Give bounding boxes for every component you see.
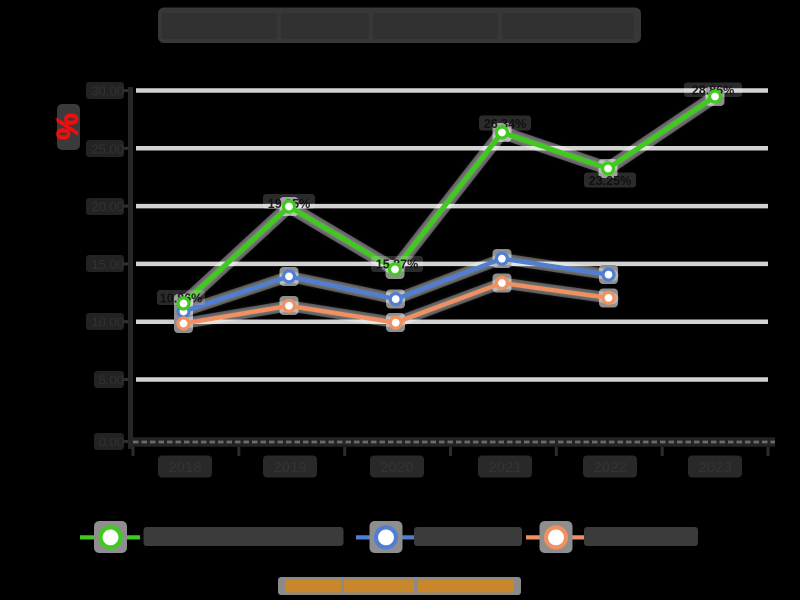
svg-text:2023: 2023 [698,459,731,476]
svg-text:2021: 2021 [488,459,521,476]
svg-text:2020: 2020 [380,459,413,476]
svg-text:%: % [51,113,84,140]
svg-text:15.00: 15.00 [91,257,124,272]
svg-text:2019: 2019 [273,459,306,476]
svg-text:20.00: 20.00 [91,199,124,214]
svg-text:10.00: 10.00 [91,315,124,330]
svg-text:0.00: 0.00 [99,435,124,450]
svg-text:2022: 2022 [593,459,626,476]
svg-text:2018: 2018 [168,459,201,476]
svg-text:25.00: 25.00 [91,141,124,156]
svg-text:30.00: 30.00 [91,84,124,99]
svg-text:26.34%: 26.34% [484,117,526,131]
svg-text:5.00: 5.00 [99,373,124,388]
svg-text:23.25%: 23.25% [589,174,631,188]
